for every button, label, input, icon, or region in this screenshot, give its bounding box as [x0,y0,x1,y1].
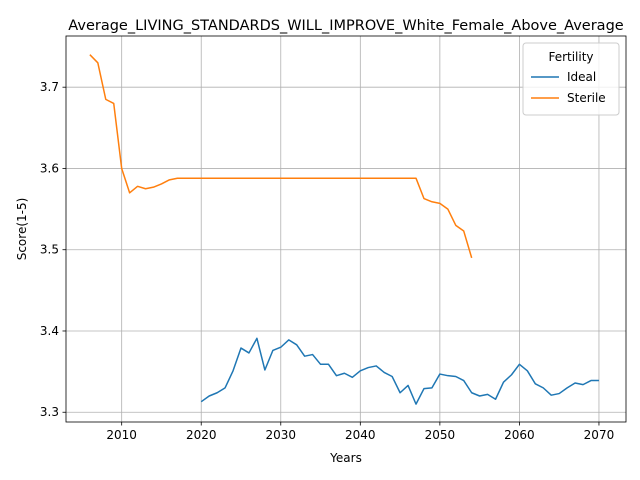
legend-label-sterile: Sterile [567,91,606,105]
plot-frame [65,35,627,423]
legend-title: Fertility [548,50,593,64]
y-tick-label: 3.4 [40,324,59,338]
grid-lines [66,36,626,422]
legend-label-ideal: Ideal [567,70,596,84]
y-tick-label: 3.3 [40,405,59,419]
x-tick-label: 2060 [504,428,535,442]
y-axis-label: Score(1-5) [15,198,29,261]
legend-items: Ideal Sterile [531,70,606,105]
y-tick-label: 3.7 [40,80,59,94]
x-tick-label: 2040 [345,428,376,442]
series-line-ideal [200,337,599,405]
x-axis-label: Years [329,451,362,465]
x-tick-label: 2070 [584,428,615,442]
x-tick-label: 2020 [186,428,217,442]
series-line-sterile [89,54,473,259]
y-tick-label: 3.6 [40,161,59,175]
x-tick-label: 2010 [106,428,137,442]
x-tick-label: 2050 [425,428,456,442]
y-tick-label: 3.5 [40,243,59,257]
legend: Fertility Ideal Sterile [522,42,620,116]
x-axis-ticks: 2010 2020 2030 2040 2050 2060 2070 [106,422,614,442]
y-axis-ticks: 3.3 3.4 3.5 3.6 3.7 [40,80,66,419]
legend-box [522,42,620,116]
plot-series [89,54,599,405]
chart-title: Average_LIVING_STANDARDS_WILL_IMPROVE_Wh… [68,18,623,34]
x-tick-label: 2030 [265,428,296,442]
